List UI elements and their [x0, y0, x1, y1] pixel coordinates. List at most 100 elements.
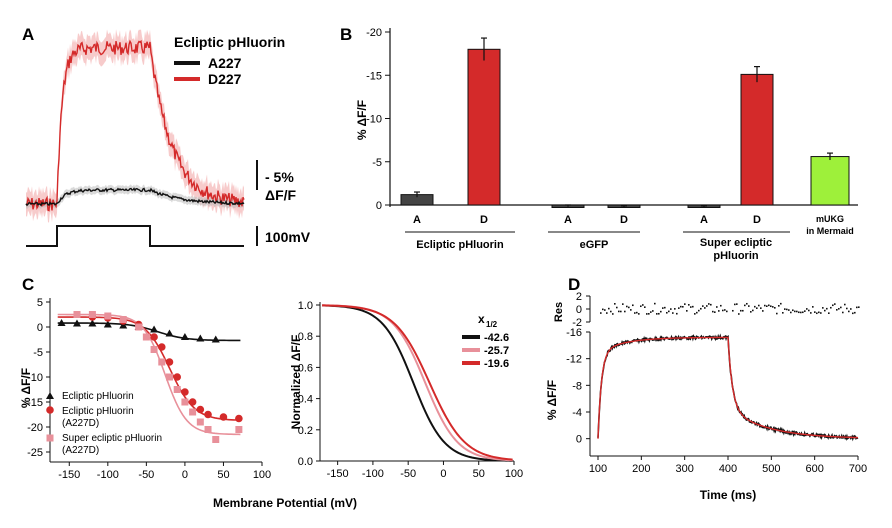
bar-2-label: A [564, 214, 572, 226]
d-res-point [822, 307, 824, 309]
bar-5-label: D [753, 214, 761, 226]
d-res-point [718, 310, 720, 312]
cl-point-square [73, 311, 81, 318]
d-res-point [646, 313, 648, 315]
bar-6 [810, 156, 850, 206]
cl-x-tick-label: 50 [217, 469, 229, 481]
d-res-point [636, 311, 638, 314]
d-res-point [700, 307, 702, 310]
d-res-tick-label: 0 [576, 304, 582, 316]
d-res-point [826, 307, 828, 310]
d-res-point [852, 312, 854, 315]
d-y-tick-label: -4 [572, 407, 582, 419]
cl-point-triangle [103, 320, 112, 328]
d-res-point [782, 312, 784, 314]
d-res-point [752, 309, 754, 312]
d-res-point [818, 311, 820, 314]
panel-c-right-chart: 1.0 0.8 0.6 0.4 0.2 0.0 -150 -100 -50 0 50 100 Norma… [289, 300, 523, 480]
cr-y-tick-label: 0.8 [298, 331, 313, 343]
d-res-point [606, 312, 608, 314]
cr-x-tick-label: 100 [505, 468, 523, 480]
bar-4-label: A [700, 214, 708, 226]
cl-legend-triangle [46, 392, 54, 399]
b-y-tick-label: 0 [376, 200, 382, 212]
cr-curve-0 [322, 304, 513, 462]
d-res-point [690, 306, 692, 308]
d-res-point [802, 311, 804, 314]
scale-bar-voltage-label: 100mV [265, 229, 311, 245]
scale-bar-label-2: ΔF/F [265, 187, 297, 203]
d-res-point [604, 309, 606, 311]
cl-x-tick-label: 0 [182, 469, 188, 481]
bar-5 [740, 73, 774, 206]
b-y-tick-label: -15 [366, 70, 382, 82]
bar-6-label-line2: in Mermaid [806, 226, 854, 236]
d-res-point [820, 312, 822, 314]
cr-legend-subscript: 1/2 [486, 320, 498, 329]
d-res-point [638, 313, 640, 315]
d-res-point [758, 304, 760, 307]
d-res-point [698, 309, 700, 312]
d-res-tick-label: 2 [576, 291, 582, 303]
cr-y-axis-label: Normalized ΔF/F [289, 335, 303, 430]
cl-point-circle [173, 373, 181, 381]
d-y-tick-label: 0 [576, 434, 582, 446]
cl-point-circle [219, 413, 228, 421]
b-y-axis-label: % ΔF/F [355, 100, 369, 140]
d-res-point [784, 308, 786, 310]
d-x-tick-label: 300 [675, 463, 693, 475]
d-res-point [672, 312, 674, 314]
d-x-tick-label: 400 [719, 463, 737, 475]
d-res-point [652, 310, 654, 312]
panel-d-letter: D [568, 275, 580, 294]
d-res-point [754, 305, 756, 308]
b-y-tick-label: -5 [372, 157, 382, 169]
cl-legend-label-2b: (A227D) [62, 445, 99, 456]
group-label-super-1: Super ecliptic [700, 237, 772, 249]
d-res-point [626, 305, 628, 308]
cl-point-square [204, 426, 212, 433]
d-res-point [620, 310, 622, 313]
d-res-point [674, 308, 676, 310]
cl-point-triangle [72, 319, 81, 327]
cl-point-circle [196, 405, 205, 414]
d-res-point [704, 307, 706, 309]
d-res-point [628, 306, 630, 309]
cl-point-square [165, 373, 173, 381]
d-res-point [740, 309, 742, 312]
d-res-point [660, 310, 662, 313]
d-res-point [842, 311, 844, 314]
d-res-point [812, 306, 814, 308]
cl-point-circle [204, 410, 212, 419]
d-res-point [794, 310, 796, 313]
d-res-point [834, 303, 836, 305]
d-x-axis-label: Time (ms) [700, 488, 756, 502]
cl-legend-label-2: Super ecliptic pHluorin [62, 433, 162, 444]
d-res-point [772, 306, 774, 308]
cr-y-tick-label: 1.0 [298, 300, 313, 312]
cl-x-tick-label: -150 [58, 469, 80, 481]
d-res-point [788, 309, 790, 311]
cl-point-square [135, 323, 143, 331]
d-res-point [602, 308, 604, 311]
d-res-point [724, 309, 726, 311]
d-res-point [828, 312, 830, 314]
cl-point-circle [181, 388, 189, 396]
d-x-tick-label: 600 [805, 463, 823, 475]
d-res-point [618, 310, 620, 313]
d-x-tick-label: 200 [632, 463, 650, 475]
cl-point-square [150, 346, 158, 353]
d-res-point [744, 304, 746, 307]
panel-c-left-chart: 50-5-10-15-20-25-150 -100 -50 0 50 100% ΔF/F E… [19, 297, 271, 481]
d-res-point [766, 305, 768, 307]
d-res-point [720, 304, 722, 307]
d-res-point [640, 305, 642, 308]
cl-legend-square [46, 434, 54, 442]
d-res-point [770, 305, 772, 308]
d-res-point [600, 312, 602, 314]
d-res-point [616, 306, 618, 309]
d-res-point [680, 305, 682, 308]
d-res-point [712, 310, 714, 313]
d-res-point [634, 312, 636, 314]
